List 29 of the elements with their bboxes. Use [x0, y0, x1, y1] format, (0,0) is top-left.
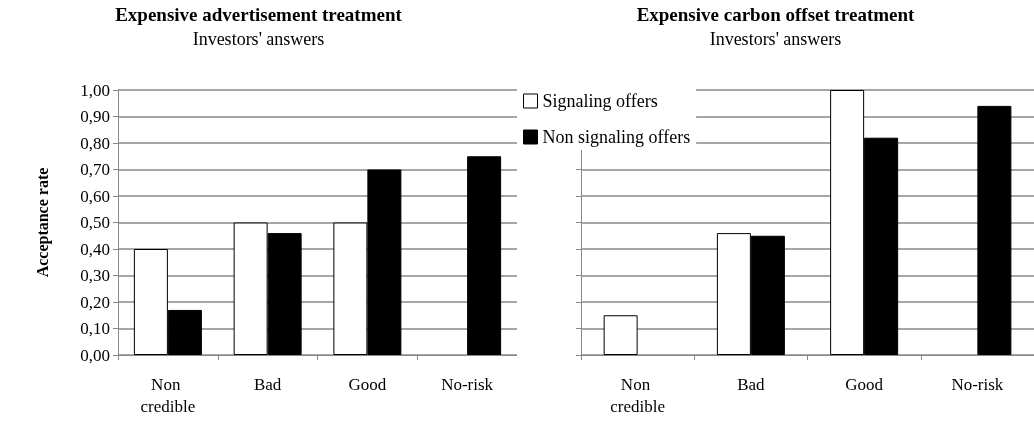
y-tick-label: 0,60: [80, 186, 110, 206]
x-tick-label: No-risk: [951, 374, 1004, 394]
chart-subtitle: Investors' answers: [192, 29, 325, 49]
y-tick-label: 0,80: [80, 133, 110, 153]
bar: [977, 105, 1012, 355]
x-tick-label: Bad: [737, 374, 766, 394]
y-tick-label: 0,40: [80, 239, 110, 259]
y-tick-label: 0,20: [80, 292, 110, 312]
x-tick-label: Non credible: [140, 374, 196, 416]
bar: [603, 315, 638, 355]
x-tick-label: Good: [348, 374, 387, 394]
x-tick-label: Non credible: [610, 374, 665, 416]
y-tick-label: 0,30: [80, 266, 110, 285]
bar: [467, 156, 502, 355]
y-tick-label: 1,00: [80, 80, 110, 100]
x-tick-label: Good: [845, 374, 884, 394]
y-tick-label: 0,00: [80, 345, 110, 365]
y-tick-label: 0,90: [80, 107, 110, 126]
x-tick-label: Bad: [253, 374, 282, 394]
y-axis-title: Acceptance rate: [33, 167, 52, 278]
y-tick-label: 0,50: [80, 213, 110, 232]
y-tick-label: 0,70: [80, 160, 110, 179]
chart-title: Expensive advertisement treatment: [115, 4, 403, 25]
legend-label: Signaling offers: [542, 91, 658, 111]
chart-subtitle: Investors' answers: [709, 29, 842, 49]
y-tick-label: 0,10: [80, 319, 110, 338]
legend-label: Non signaling offers: [542, 127, 691, 147]
chart-title: Expensive carbon offset treatment: [636, 4, 916, 25]
x-tick-label: No-risk: [441, 374, 494, 394]
